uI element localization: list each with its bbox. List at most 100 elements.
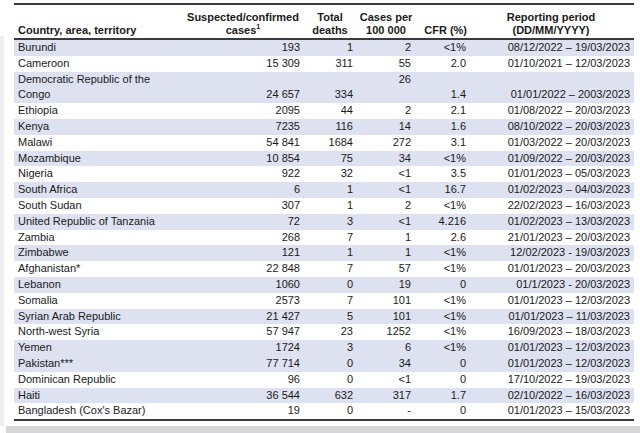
table-row: Zimbabwe12111<1%12/02/2023 - 19/03/2023 — [14, 245, 634, 261]
table-row: Dominican Republic960<1017/10/2022 – 19/… — [14, 372, 634, 388]
cell-cfr: 2.0 — [416, 56, 468, 72]
table-row: Syrian Arab Republic21 4275101<1%01/01/2… — [14, 309, 634, 325]
cell-deaths: 0 — [304, 372, 356, 388]
cell-country: United Republic of Tanzania — [14, 214, 182, 230]
cell-reporting-period: 08/10/2022 – 20/03/2023 — [468, 119, 634, 135]
cell-reporting-period: 21/01/2023 – 20/03/2023 — [468, 230, 634, 246]
cell-cfr: 0 — [416, 277, 468, 293]
cell-cases: 193 — [182, 39, 304, 56]
cell-reporting-period: 01/01/2023 – 05/03/2023 — [468, 166, 634, 182]
cell-cases: 7235 — [182, 119, 304, 135]
cell-cases-per-100000: <1 — [356, 214, 416, 230]
cell-cases-per-100000: 19 — [356, 277, 416, 293]
cell-cases: 24 657 — [182, 72, 304, 104]
cell-reporting-period: 01/10/2021 – 12/03/2023 — [468, 56, 634, 72]
cell-country: South Africa — [14, 182, 182, 198]
cell-cases-per-100000: <1 — [356, 166, 416, 182]
cell-cases: 22 848 — [182, 261, 304, 277]
header-country: Country, area, territory — [14, 4, 182, 39]
cell-deaths: 44 — [304, 103, 356, 119]
cell-deaths: 0 — [304, 356, 356, 372]
table-row: Yemen172436<1%01/01/2023 – 12/03/2023 — [14, 340, 634, 356]
cell-cases-per-100000: <1 — [356, 182, 416, 198]
cell-cases: 1060 — [182, 277, 304, 293]
table-row: South Africa61<116.701/02/2023 – 04/03/2… — [14, 182, 634, 198]
cell-cases: 121 — [182, 245, 304, 261]
cell-cases-per-100000: 14 — [356, 119, 416, 135]
cell-country: South Sudan — [14, 198, 182, 214]
cell-cfr: <1% — [416, 39, 468, 56]
header-total-deaths: Total deaths — [304, 4, 356, 39]
cell-reporting-period: 01/01/2022 – 2003/2023 — [468, 72, 634, 104]
table-body: Burundi19312<1%08/12/2022 – 19/03/2023Ca… — [14, 39, 634, 420]
cell-country: Pakistan*** — [14, 356, 182, 372]
table-row: Nigeria92232<13.501/01/2023 – 05/03/2023 — [14, 166, 634, 182]
cell-country: Zimbabwe — [14, 245, 182, 261]
cell-country: Kenya — [14, 119, 182, 135]
cell-cfr: 0 — [416, 403, 468, 420]
cell-deaths: 632 — [304, 388, 356, 404]
cell-country: Ethiopia — [14, 103, 182, 119]
cell-cfr: 16.7 — [416, 182, 468, 198]
cell-cases-per-100000: 1 — [356, 245, 416, 261]
table-row: Pakistan***77 714034001/01/2023 – 12/03/… — [14, 356, 634, 372]
cell-cfr: <1% — [416, 198, 468, 214]
table-row: South Sudan30712<1%22/02/2023 – 16/03/20… — [14, 198, 634, 214]
cell-reporting-period: 01/01/2023 – 12/03/2023 — [468, 356, 634, 372]
cell-cases-per-100000: 2 — [356, 198, 416, 214]
cell-deaths: 7 — [304, 293, 356, 309]
cell-cfr: <1% — [416, 340, 468, 356]
cell-reporting-period: 01/01/2023 – 12/03/2023 — [468, 340, 634, 356]
cell-cfr: 0 — [416, 356, 468, 372]
table-row: Afghanistan*22 848757<1%01/01/2023 – 20/… — [14, 261, 634, 277]
header-cases-per-100000: Cases per 100 000 — [356, 4, 416, 39]
cell-cfr: 2.1 — [416, 103, 468, 119]
table-row: United Republic of Tanzania723<14.21601/… — [14, 214, 634, 230]
cell-cases-per-100000: <1 — [356, 372, 416, 388]
cell-deaths: 75 — [304, 151, 356, 167]
cell-cases: 2095 — [182, 103, 304, 119]
footnote-marker: 1 — [256, 23, 260, 30]
cell-reporting-period: 22/02/2023 – 16/03/2023 — [468, 198, 634, 214]
header-row: Country, area, territory Suspected/confi… — [14, 4, 634, 39]
page-edge-bottom — [6, 426, 640, 433]
cell-cfr: <1% — [416, 293, 468, 309]
cell-cases-per-100000: 57 — [356, 261, 416, 277]
cell-cases: 1724 — [182, 340, 304, 356]
cell-country: Afghanistan* — [14, 261, 182, 277]
cell-reporting-period: 01/02/2023 – 13/03/2023 — [468, 214, 634, 230]
cell-cases: 57 947 — [182, 324, 304, 340]
cell-cfr: 3.5 — [416, 166, 468, 182]
cell-cases: 72 — [182, 214, 304, 230]
cell-country: Burundi — [14, 39, 182, 56]
cell-deaths: 32 — [304, 166, 356, 182]
cell-cases-per-100000: 6 — [356, 340, 416, 356]
cell-cases-per-100000: 26 — [356, 72, 416, 104]
cell-cfr: 0 — [416, 372, 468, 388]
cell-reporting-period: 01/03/2022 – 20/03/2023 — [468, 135, 634, 151]
table-row: North-west Syria57 947231252<1%16/09/202… — [14, 324, 634, 340]
cell-deaths: 1684 — [304, 135, 356, 151]
cell-deaths: 1 — [304, 198, 356, 214]
cell-reporting-period: 01/01/2023 – 15/03/2023 — [468, 403, 634, 420]
table-row: Burundi19312<1%08/12/2022 – 19/03/2023 — [14, 39, 634, 56]
cell-country: Democratic Republic of the Congo — [14, 72, 182, 104]
cell-deaths: 1 — [304, 182, 356, 198]
cell-country: Mozambique — [14, 151, 182, 167]
cell-country: Bangladesh (Cox's Bazar) — [14, 403, 182, 420]
cell-cases: 77 714 — [182, 356, 304, 372]
cell-country: North-west Syria — [14, 324, 182, 340]
cell-reporting-period: 17/10/2022 – 19/03/2023 — [468, 372, 634, 388]
cell-cases: 21 427 — [182, 309, 304, 325]
cell-country: Dominican Republic — [14, 372, 182, 388]
cell-reporting-period: 01/09/2022 – 20/03/2023 — [468, 151, 634, 167]
cell-deaths: 116 — [304, 119, 356, 135]
cell-deaths: 0 — [304, 277, 356, 293]
cell-cases-per-100000: 2 — [356, 103, 416, 119]
cell-reporting-period: 01/01/2023 – 20/03/2023 — [468, 261, 634, 277]
cell-reporting-period: 16/09/2023 – 18/03/2023 — [468, 324, 634, 340]
cell-cases: 10 854 — [182, 151, 304, 167]
cell-country: Syrian Arab Republic — [14, 309, 182, 325]
cell-reporting-period: 01/1/2023 - 20/03/2023 — [468, 277, 634, 293]
cell-country: Lebanon — [14, 277, 182, 293]
